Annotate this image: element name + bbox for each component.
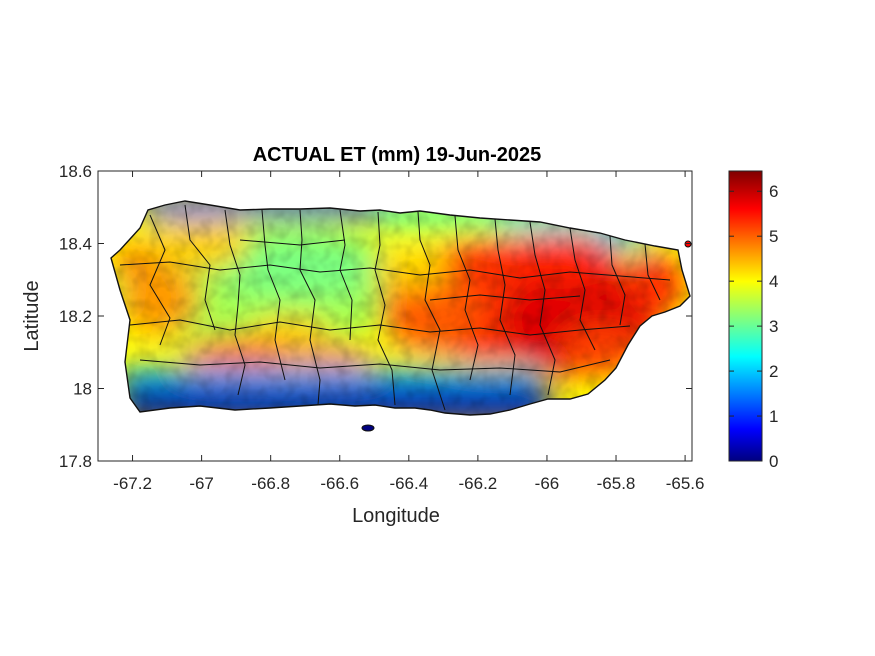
colorbar-tick-label: 6 — [769, 182, 778, 201]
small-island — [361, 424, 375, 432]
x-tick-label: -65.8 — [597, 474, 636, 493]
y-tick-label: 18.4 — [59, 235, 92, 254]
x-tick-label: -66.2 — [459, 474, 498, 493]
y-tick-label: 17.8 — [59, 452, 92, 471]
y-tick-label: 18 — [73, 380, 92, 399]
x-axis-title: Longitude — [352, 505, 440, 527]
colorbar-axis: 0 1 2 3 4 5 6 — [729, 182, 778, 471]
municipality-borders — [119, 204, 671, 411]
colorbar — [728, 170, 763, 462]
island-outline — [110, 200, 691, 416]
colorbar-tick-label: 4 — [769, 272, 778, 291]
x-tick-label: -66.6 — [320, 474, 359, 493]
y-tick-label: 18.6 — [59, 162, 92, 181]
x-tick-label: -67 — [189, 474, 214, 493]
x-tick-label: -66.8 — [251, 474, 290, 493]
y-axis: 17.8 18 18.2 18.4 18.6 — [59, 162, 692, 471]
plot-title: ACTUAL ET (mm) 19-Jun-2025 — [253, 144, 542, 166]
colorbar-tick-label: 3 — [769, 317, 778, 336]
x-tick-label: -66 — [535, 474, 560, 493]
colorbar-tick-label: 5 — [769, 227, 778, 246]
x-axis: -67.2 -67 -66.8 -66.6 -66.4 -66.2 -66 -65.8 -65.… — [113, 171, 704, 493]
y-tick-label: 18.2 — [59, 307, 92, 326]
x-tick-label: -66.4 — [389, 474, 428, 493]
colorbar-tick-label: 1 — [769, 407, 778, 426]
colorbar-tick-label: 2 — [769, 362, 778, 381]
y-axis-title: Latitude — [21, 280, 43, 351]
x-tick-label: -67.2 — [113, 474, 152, 493]
x-tick-label: -65.6 — [666, 474, 705, 493]
colorbar-tick-label: 0 — [769, 452, 778, 471]
